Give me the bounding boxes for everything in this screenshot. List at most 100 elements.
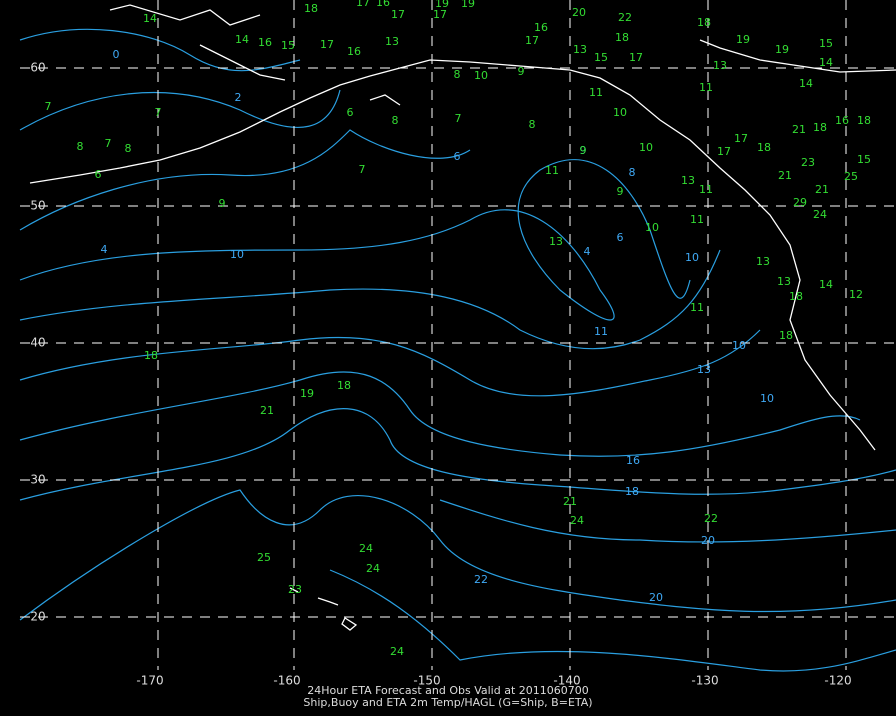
observation: 7	[455, 112, 462, 125]
observation: 18	[144, 349, 158, 362]
observation: 21	[260, 404, 274, 417]
observation: 13	[385, 35, 399, 48]
observation: 19	[775, 43, 789, 56]
observation: 13	[681, 174, 695, 187]
latitude-label: 50	[30, 199, 45, 213]
longitude-label: -170	[136, 674, 163, 688]
longitude-label: -140	[553, 674, 580, 688]
observation: 11	[699, 183, 713, 196]
contour-label: 16	[626, 454, 640, 467]
observation: 20	[572, 6, 586, 19]
contour-label: 10	[230, 248, 244, 261]
observation: 18	[304, 2, 318, 15]
observation: 17	[525, 34, 539, 47]
observation: 18	[757, 141, 771, 154]
observation: 11	[690, 301, 704, 314]
observation: 19	[435, 0, 449, 10]
observation: 11	[545, 164, 559, 177]
contour-label: 6	[617, 231, 624, 244]
contour-label: 9	[580, 144, 587, 157]
latitude-label: 20	[30, 610, 45, 624]
observation: 10	[645, 221, 659, 234]
observation: 15	[594, 51, 608, 64]
contour-label: 20	[649, 591, 663, 604]
contour-label: 22	[474, 573, 488, 586]
observation: 15	[857, 153, 871, 166]
observation: 17	[433, 8, 447, 21]
observation: 24	[390, 645, 404, 658]
observation: 13	[756, 255, 770, 268]
observation: 16	[376, 0, 390, 9]
observation: 25	[257, 551, 271, 564]
observation: 23	[288, 583, 302, 596]
observation: 21	[778, 169, 792, 182]
observation: 18	[789, 290, 803, 303]
observation: 6	[347, 106, 354, 119]
observation: 7	[105, 137, 112, 150]
observation: 8	[529, 118, 536, 131]
observation: 18	[813, 121, 827, 134]
observation: 10	[474, 69, 488, 82]
observation: 24	[366, 562, 380, 575]
observation: 14	[819, 278, 833, 291]
observation: 17	[391, 8, 405, 21]
observation: 7	[155, 106, 162, 119]
contour-label: 20	[701, 534, 715, 547]
observation: 8	[77, 140, 84, 153]
observation: 9	[518, 65, 525, 78]
observation: 8	[454, 68, 461, 81]
observation: 18	[615, 31, 629, 44]
observation: 22	[618, 11, 632, 24]
observation: 9	[617, 185, 624, 198]
contour-label: 10	[732, 339, 746, 352]
contours	[19, 28, 896, 672]
contour-label: 18	[625, 485, 639, 498]
observation: 24	[570, 514, 584, 527]
observation: 8	[125, 142, 132, 155]
observation: 14	[235, 33, 249, 46]
observation: 13	[573, 43, 587, 56]
observation: 18	[337, 379, 351, 392]
observation: 21	[563, 495, 577, 508]
longitude-label: -130	[691, 674, 718, 688]
observation: 6	[95, 168, 102, 181]
contour-label: 10	[760, 392, 774, 405]
contour-label: 4	[101, 243, 108, 256]
observation: 15	[819, 37, 833, 50]
observation: 13	[777, 275, 791, 288]
observation: 17	[356, 0, 370, 9]
observation: 15	[281, 39, 295, 52]
observation: 17	[629, 51, 643, 64]
longitude-label: -120	[824, 674, 851, 688]
latitude-label: 60	[30, 61, 45, 75]
contour-label: 6	[454, 150, 461, 163]
observation: 17	[320, 38, 334, 51]
observation: 8	[392, 114, 399, 127]
observation: 21	[792, 123, 806, 136]
observation: 7	[45, 100, 52, 113]
caption: 24Hour ETA Forecast and Obs Valid at 201…	[307, 684, 588, 697]
observation: 21	[815, 183, 829, 196]
observation: 9	[219, 197, 226, 210]
observation: 17	[717, 145, 731, 158]
observation: 29	[793, 196, 807, 209]
observation: 16	[347, 45, 361, 58]
observation: 12	[849, 288, 863, 301]
caption: Ship,Buoy and ETA 2m Temp/HAGL (G=Ship, …	[303, 696, 592, 709]
observation: 18	[779, 329, 793, 342]
observation: 11	[699, 81, 713, 94]
observation: 13	[713, 59, 727, 72]
observation: 16	[258, 36, 272, 49]
longitude-label: -150	[413, 674, 440, 688]
contour-label: 8	[629, 166, 636, 179]
observation: 24	[359, 542, 373, 555]
observation: 10	[639, 141, 653, 154]
observation: 14	[143, 12, 157, 25]
contour-label: 13	[697, 363, 711, 376]
observation: 17	[734, 132, 748, 145]
contour-label: 0	[113, 48, 120, 61]
contour-label: 11	[594, 325, 608, 338]
observation: 25	[844, 170, 858, 183]
